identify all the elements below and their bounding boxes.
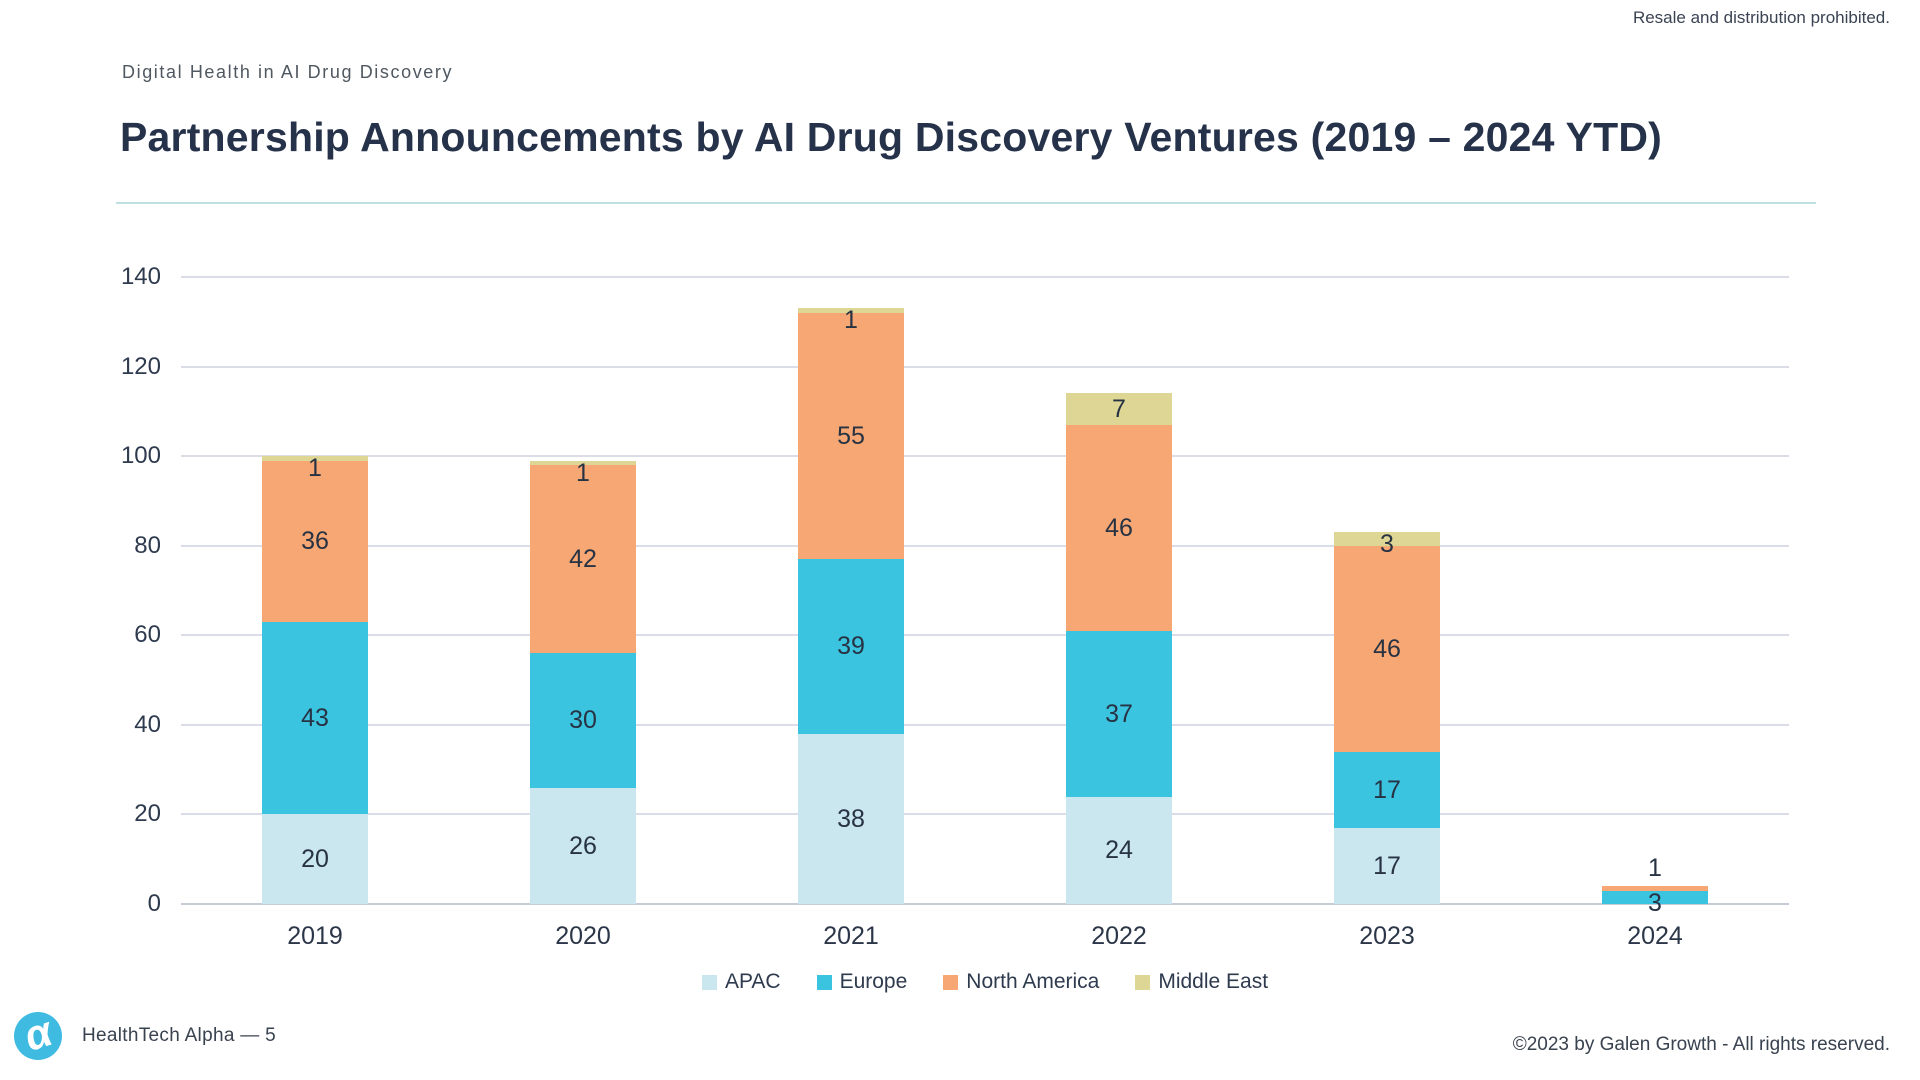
segment-middle-east-2021	[798, 308, 904, 313]
value-label-north-america-2022: 46	[1105, 513, 1133, 542]
bar-2024	[1602, 886, 1708, 904]
value-label-middle-east-2019: 1	[308, 454, 322, 483]
y-axis-tick-120: 120	[120, 352, 161, 380]
x-axis-label-2024: 2024	[1627, 922, 1683, 950]
segment-middle-east-2023	[1334, 532, 1440, 546]
gridline-140	[181, 276, 1789, 278]
value-label-europe-2023: 17	[1373, 775, 1401, 804]
legend-item-middle-east: Middle East	[1135, 970, 1268, 994]
report-section-label: Digital Health in AI Drug Discovery	[122, 62, 454, 82]
segment-middle-east-2022	[1066, 393, 1172, 425]
value-label-middle-east-2021: 1	[844, 306, 858, 335]
x-axis-label-2021: 2021	[823, 922, 879, 950]
legend-item-europe: Europe	[816, 970, 908, 994]
y-axis-tick-20: 20	[134, 800, 161, 828]
value-label-north-america-2021: 55	[837, 421, 865, 450]
value-label-middle-east-2022: 7	[1112, 395, 1126, 424]
gridline-60	[181, 634, 1789, 637]
value-label-apac-2023: 17	[1373, 851, 1401, 880]
legend-swatch-apac	[701, 974, 717, 990]
x-axis-label-2023: 2023	[1359, 922, 1415, 950]
legend-label-europe: Europe	[839, 970, 908, 993]
bar-2020	[530, 460, 636, 904]
bar-2021	[798, 308, 904, 904]
legend-label-apac: APAC	[724, 970, 781, 993]
value-label-middle-east-2020: 1	[576, 458, 590, 487]
value-label-europe-2022: 37	[1105, 699, 1133, 728]
page-title: Partnership Announcements by AI Drug Dis…	[120, 114, 1662, 160]
segment-apac-2023	[1334, 827, 1440, 904]
segment-apac-2021	[798, 733, 904, 904]
segment-apac-2020	[530, 787, 636, 904]
segment-north-america-2020	[530, 465, 636, 654]
value-label-apac-2020: 26	[569, 831, 597, 860]
title-divider	[116, 202, 1816, 204]
legend-swatch-middle-east	[1135, 974, 1151, 990]
y-axis-tick-140: 140	[120, 263, 161, 290]
legend-item-north-america: North America	[943, 970, 1099, 994]
x-axis-label-2019: 2019	[287, 922, 343, 950]
segment-europe-2019	[262, 621, 368, 815]
value-label-europe-2019: 43	[301, 704, 329, 733]
segment-europe-2021	[798, 559, 904, 734]
value-label-europe-2021: 39	[837, 632, 865, 661]
chart-legend: APAC Europe North America Middle East	[181, 970, 1789, 994]
y-axis-tick-0: 0	[147, 890, 161, 917]
legend-label-north-america: North America	[966, 970, 1100, 993]
bar-2022	[1066, 393, 1172, 904]
brand-page-label: HealthTech Alpha — 5	[82, 1025, 277, 1046]
healthtech-alpha-logo-icon: α	[14, 1007, 62, 1060]
y-axis-tick-100: 100	[120, 442, 161, 470]
x-axis-label-2020: 2020	[555, 922, 611, 950]
legend-swatch-north-america	[943, 974, 959, 990]
value-label-europe-2020: 30	[569, 706, 597, 735]
gridline-100	[181, 455, 1789, 458]
gridline-20	[181, 813, 1789, 816]
value-label-apac-2022: 24	[1105, 836, 1133, 865]
segment-north-america-2021	[798, 312, 904, 560]
value-label-middle-east-2023: 3	[1380, 530, 1394, 559]
bar-2019	[262, 456, 368, 904]
gridline-0	[181, 903, 1789, 905]
segment-north-america-2022	[1066, 424, 1172, 631]
segment-apac-2019	[262, 814, 368, 904]
value-label-europe-2024: 3	[1648, 888, 1662, 917]
value-label-north-america-2020: 42	[569, 545, 597, 574]
gridline-120	[181, 365, 1789, 368]
alpha-glyph: α	[18, 1007, 58, 1060]
segment-europe-2020	[530, 653, 636, 788]
segment-north-america-2019	[262, 460, 368, 622]
value-label-north-america-2024: 1	[1648, 854, 1662, 883]
segment-middle-east-2019	[262, 456, 368, 461]
gridline-40	[181, 723, 1789, 726]
y-axis-tick-80: 80	[134, 531, 161, 559]
legend-label-middle-east: Middle East	[1158, 970, 1269, 993]
segment-middle-east-2020	[530, 460, 636, 466]
value-label-apac-2019: 20	[301, 845, 329, 874]
legend-item-apac: APAC	[701, 970, 781, 994]
bar-2023	[1334, 532, 1440, 904]
x-axis-label-2022: 2022	[1091, 922, 1147, 950]
y-axis-tick-40: 40	[134, 710, 161, 738]
value-label-north-america-2023: 46	[1373, 634, 1401, 663]
segment-europe-2024	[1602, 890, 1708, 904]
gridline-80	[181, 544, 1789, 547]
segment-europe-2023	[1334, 751, 1440, 828]
disclaimer-text: Resale and distribution prohibited.	[1632, 8, 1890, 27]
value-label-apac-2021: 38	[837, 804, 865, 833]
footer-brand: α HealthTech Alpha — 5	[14, 1007, 277, 1060]
copyright-text: ©2023 by Galen Growth - All rights reser…	[1512, 1034, 1890, 1055]
y-axis-tick-60: 60	[134, 621, 161, 649]
segment-europe-2022	[1066, 630, 1172, 797]
segment-north-america-2024	[1602, 886, 1708, 891]
legend-swatch-europe	[816, 974, 832, 990]
value-label-north-america-2019: 36	[301, 527, 329, 556]
segment-north-america-2023	[1334, 545, 1440, 752]
segment-apac-2022	[1066, 796, 1172, 904]
